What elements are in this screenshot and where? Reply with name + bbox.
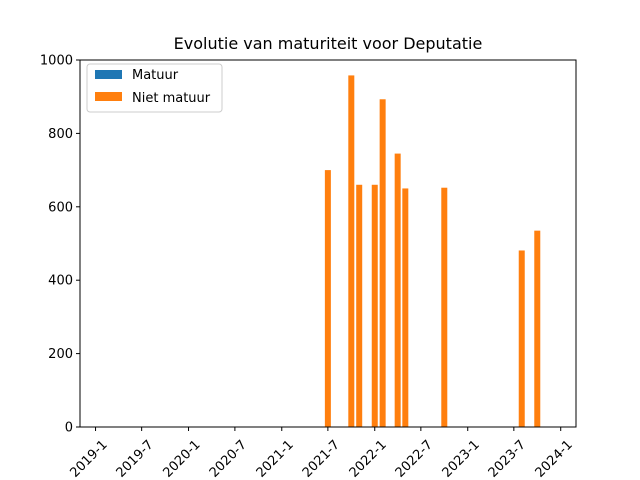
x-tick-label: 2021-1 (254, 437, 297, 480)
y-tick-label: 800 (48, 127, 73, 142)
y-tick-label: 200 (48, 347, 73, 362)
legend-label-matuur: Matuur (132, 68, 179, 83)
bars-group (324, 75, 541, 428)
bar-niet-matuur (394, 153, 401, 427)
legend-swatch-matuur (95, 70, 122, 79)
x-tick-label: 2021-7 (300, 437, 343, 480)
chart-title: Evolutie van maturiteit voor Deputatie (174, 34, 483, 53)
x-tick-label: 2019-7 (114, 437, 157, 480)
x-tick-label: 2019-1 (67, 437, 110, 480)
y-axis: 0 200 400 600 800 1000 (40, 54, 80, 436)
bar-niet-matuur (371, 184, 378, 427)
bar-niet-matuur (348, 75, 355, 427)
x-tick-label: 2020-1 (160, 437, 203, 480)
x-tick-label: 2022-7 (393, 437, 436, 480)
bar-niet-matuur (356, 184, 363, 427)
y-tick-label: 0 (65, 421, 73, 436)
bar-niet-matuur (379, 99, 386, 428)
x-tick-label: 2023-1 (440, 437, 483, 480)
x-tick-label: 2020-7 (207, 437, 250, 480)
x-tick-label: 2024-1 (533, 437, 576, 480)
legend-label-niet-matuur: Niet matuur (132, 91, 211, 106)
x-tick-label: 2023-7 (486, 437, 529, 480)
bar-niet-matuur (534, 230, 541, 427)
legend: Matuur Niet matuur (86, 63, 223, 113)
y-tick-label: 400 (48, 274, 73, 289)
x-tick-label: 2022-1 (347, 437, 390, 480)
y-tick-label: 1000 (40, 54, 73, 69)
bar-niet-matuur (441, 187, 448, 427)
x-axis: 2019-1 2019-7 2020-1 2020-7 2021-1 2021-7 2022… (67, 427, 576, 480)
y-tick-label: 600 (48, 200, 73, 215)
legend-swatch-niet-matuur (95, 92, 122, 101)
bar-niet-matuur (402, 188, 409, 427)
bar-niet-matuur (324, 170, 331, 427)
bar-niet-matuur (518, 250, 525, 427)
